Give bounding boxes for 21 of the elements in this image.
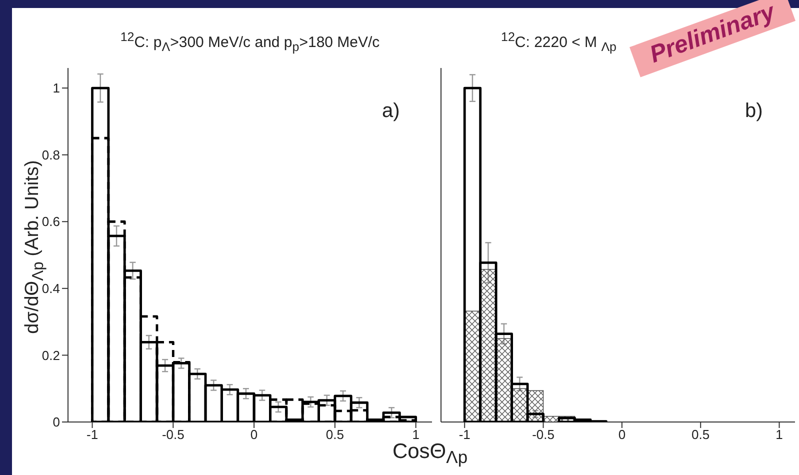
y-tick-label: 0 [52, 414, 60, 430]
x-tick-label: 0 [618, 427, 626, 442]
y-tick-label: 0.8 [42, 147, 60, 162]
x-tick-label: 0.5 [692, 427, 710, 442]
annotation: b) [745, 100, 763, 123]
y-tick-label: 0.6 [42, 214, 60, 230]
x-tick-label: -1 [458, 427, 470, 442]
x-tick-label: -0.5 [532, 427, 554, 442]
y-tick-label: 1 [52, 80, 60, 96]
y-tick-label: 0.4 [42, 281, 60, 296]
x-tick-label: 1 [412, 427, 420, 442]
x-tick-label: 0 [250, 427, 258, 442]
chart-title: $^{12}$C: 2220 < M $_{Λp}$ [501, 30, 617, 54]
x-axis-title: CosΘ$_{Λp}$ [392, 440, 468, 468]
annotation: a) [382, 100, 400, 123]
x-tick-label: 0.5 [326, 427, 344, 442]
x-tick-label: -0.5 [162, 427, 184, 442]
y-tick-label: 0.2 [42, 348, 60, 363]
chart-title: $^{12}$C: p$_{Λ}$>300 MeV/c and p$_{p}$>180 MeV/c [119, 30, 381, 54]
x-tick-label: -1 [86, 427, 98, 442]
x-tick-label: 1 [776, 427, 783, 442]
